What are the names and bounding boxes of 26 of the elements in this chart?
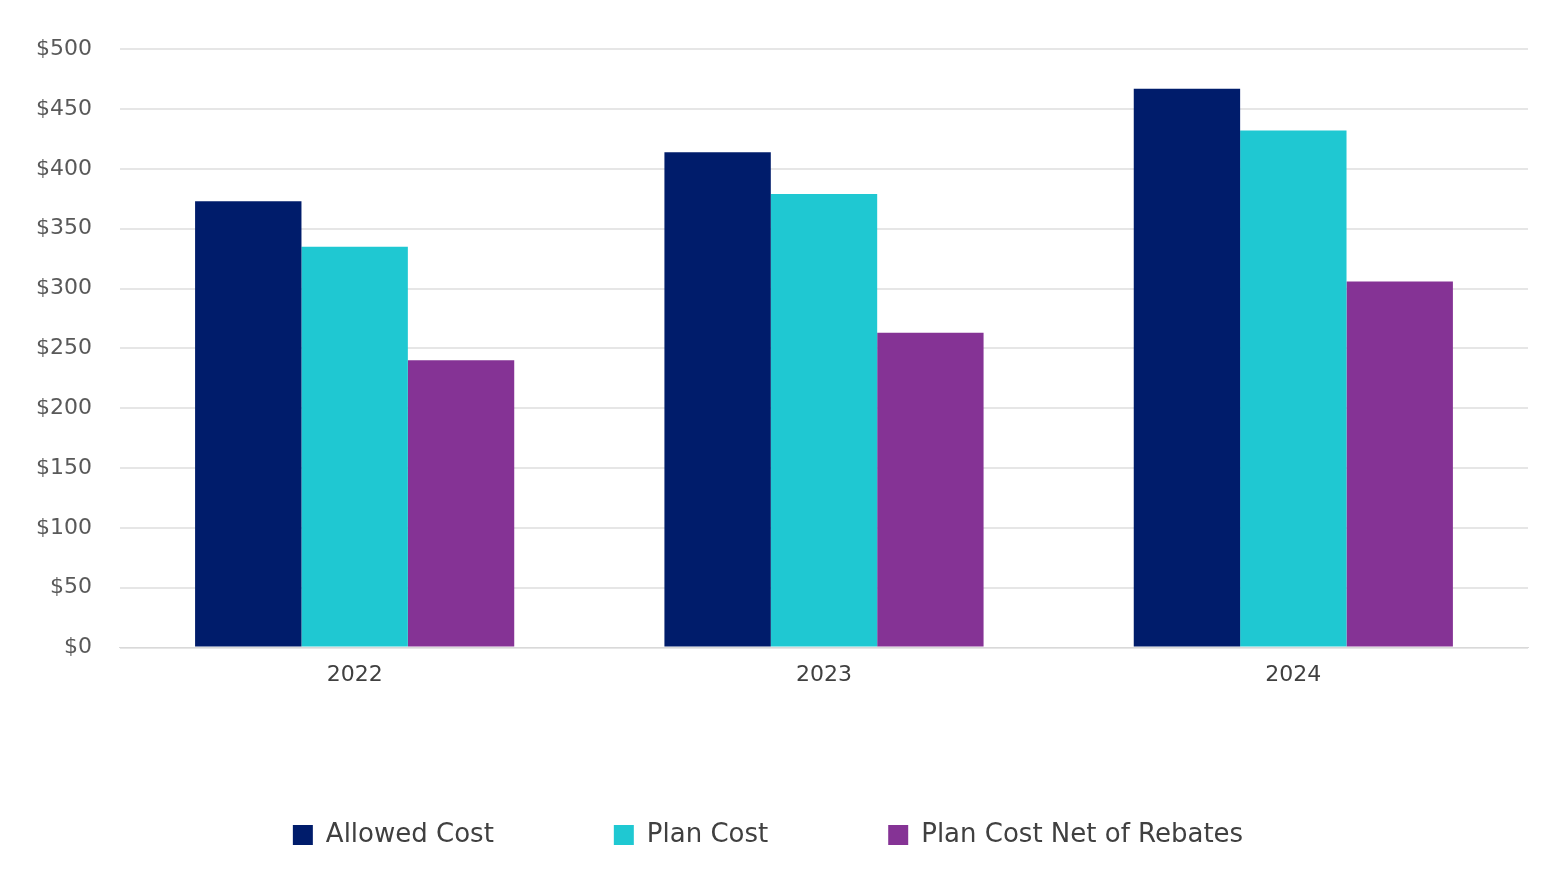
bar	[195, 201, 302, 647]
bar	[664, 152, 771, 647]
bar	[1240, 130, 1347, 647]
y-tick-label: $50	[49, 573, 92, 599]
y-tick-label: $450	[35, 94, 92, 120]
y-tick-label: $500	[35, 34, 92, 60]
y-tick-label: $400	[35, 154, 92, 180]
bar	[407, 360, 515, 647]
bar	[1346, 281, 1453, 647]
bar	[301, 246, 408, 647]
y-tick-label: $200	[35, 393, 92, 419]
y-tick-label: $100	[35, 513, 92, 539]
y-tick-label: $150	[35, 453, 92, 479]
legend-label: Allowed Cost	[325, 817, 494, 848]
legend-label: Plan Cost	[646, 817, 769, 848]
legend-label: Plan Cost Net of Rebates	[921, 817, 1244, 848]
y-tick-label: $250	[35, 334, 92, 360]
x-tick-label: 2024	[1265, 660, 1322, 686]
bar	[877, 332, 984, 647]
bar	[770, 194, 878, 647]
y-tick-label: $300	[35, 274, 92, 300]
y-tick-label: $0	[63, 633, 92, 659]
x-tick-label: 2023	[795, 660, 852, 686]
x-tick-label: 2022	[326, 660, 383, 686]
bar	[1133, 88, 1241, 647]
y-tick-label: $350	[35, 214, 92, 240]
